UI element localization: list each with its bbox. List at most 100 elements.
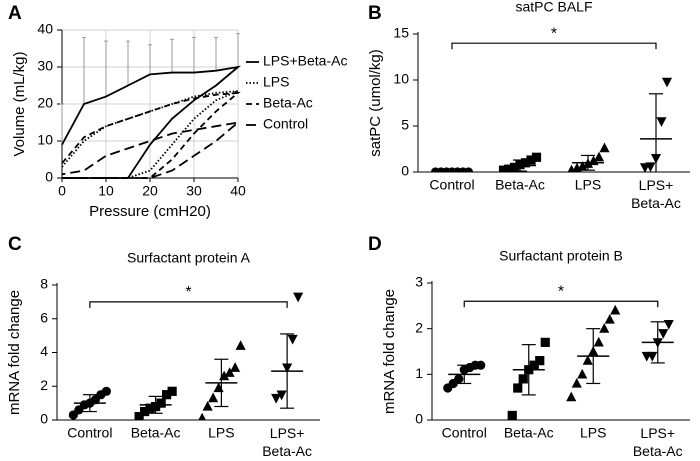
y-tick-label: 1 [415, 365, 423, 381]
plot-area [443, 304, 674, 420]
x-tick-label: 30 [186, 183, 202, 199]
data-point [463, 167, 474, 172]
y-tick-label: 40 [37, 21, 53, 37]
y-tick-label: 0 [40, 411, 48, 427]
data-point [271, 393, 282, 404]
data-point [213, 382, 224, 393]
data-point [571, 377, 582, 388]
data-point [520, 158, 531, 168]
data-point [156, 398, 166, 408]
y-tick-label: 5 [401, 117, 409, 133]
x-tick-label: 20 [142, 183, 158, 199]
y-tick-label: 3 [415, 274, 423, 290]
legend-label: Control [263, 116, 308, 132]
legend-label: LPS [263, 74, 289, 90]
data-point [577, 160, 588, 171]
plot-area [68, 292, 304, 420]
x-tick-label: LPS [208, 425, 234, 441]
data-point [540, 337, 550, 347]
y-axis-label: mRNA fold change [381, 289, 398, 414]
y-axis-label: satPC (umol/kg) [367, 49, 384, 157]
data-point [593, 151, 605, 162]
data-point [531, 152, 542, 162]
significance-bracket [463, 300, 659, 308]
data-point [498, 165, 509, 172]
data-point [566, 391, 577, 402]
data-point [656, 117, 667, 127]
y-tick-label: 2 [415, 319, 423, 335]
data-point [287, 334, 298, 345]
x-tick-label: LPS [580, 425, 606, 441]
y-tick-label: 0 [401, 163, 409, 179]
panel-letter: D [368, 234, 382, 255]
y-tick-label: 8 [40, 276, 48, 292]
y-tick-label: 15 [393, 25, 409, 41]
significance-label: * [185, 284, 191, 301]
data-point [145, 403, 155, 413]
panel-letter: C [8, 234, 22, 255]
x-tick-label: Beta-Ac [504, 425, 554, 441]
y-tick-label: 0 [415, 411, 423, 427]
data-point [661, 77, 673, 88]
data-point [582, 355, 593, 365]
data-point [454, 374, 464, 384]
significance-label: * [558, 283, 564, 300]
data-point [599, 323, 610, 333]
data-point [140, 406, 150, 417]
data-point [509, 162, 520, 172]
data-point [235, 340, 246, 350]
data-point [504, 164, 514, 172]
y-tick-label: 10 [393, 71, 409, 87]
y-tick-label: 2 [40, 377, 48, 393]
y-axis-label: Volume (mL/kg) [11, 51, 28, 156]
data-point [293, 292, 304, 303]
data-point [535, 356, 545, 366]
data-point [208, 392, 219, 403]
data-point [513, 383, 523, 393]
data-point [230, 362, 241, 372]
data-point [658, 329, 669, 339]
x-tick-label: 10 [98, 183, 114, 199]
chart-title: Surfactant protein B [499, 248, 623, 264]
x-tick-label: 0 [58, 183, 66, 199]
x-tick-label: LPS+ Beta-Ac [631, 177, 681, 211]
data-point [134, 412, 144, 420]
x-tick-label: LPS+ Beta-Ac [633, 425, 683, 459]
data-point [599, 142, 610, 153]
chart-title: satPC BALF [515, 0, 592, 15]
data-point [529, 360, 539, 370]
significance-bracket [89, 301, 288, 308]
significance-bracket [451, 42, 657, 50]
x-tick-label: LPS+ Beta-Ac [262, 425, 312, 459]
y-axis-label: mRNA fold change [6, 290, 23, 415]
y-tick-label: 10 [37, 132, 53, 148]
y-tick-label: 6 [40, 309, 48, 325]
chart-title: Surfactant protein A [127, 250, 251, 266]
data-point [224, 367, 235, 377]
y-tick-label: 4 [40, 343, 48, 359]
x-tick-label: Control [442, 425, 487, 441]
x-axis-label: Pressure (cmH20) [89, 203, 211, 220]
legend-label: LPS+Beta-Ac [263, 53, 347, 69]
data-point [518, 374, 528, 384]
series-line [61, 91, 241, 179]
y-tick-label: 30 [37, 58, 53, 74]
data-point [647, 351, 658, 362]
data-point [663, 319, 674, 330]
data-point [526, 155, 536, 165]
y-tick-label: 20 [37, 95, 53, 111]
significance-label: * [551, 25, 557, 42]
x-tick-label: Beta-Ac [495, 177, 545, 193]
data-point [162, 390, 172, 400]
data-point [198, 412, 206, 420]
panel-letter: B [368, 3, 382, 24]
legend-label: Beta-Ac [263, 95, 313, 111]
data-point [476, 360, 486, 370]
plot-area [430, 77, 673, 172]
y-tick-label: 0 [45, 169, 53, 185]
data-point [101, 386, 111, 396]
data-point [610, 304, 621, 315]
x-tick-label: 40 [230, 183, 246, 199]
x-tick-label: Beta-Ac [131, 425, 181, 441]
